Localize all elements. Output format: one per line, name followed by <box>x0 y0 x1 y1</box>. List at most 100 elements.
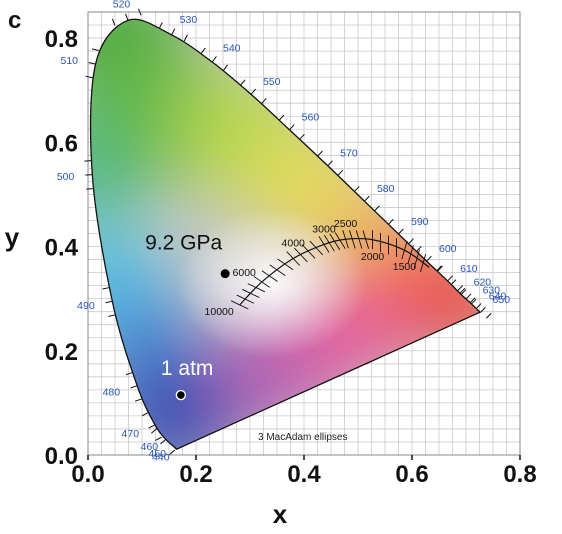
isotherm-mark <box>318 236 330 253</box>
locus-tick <box>459 287 466 294</box>
locus-tick <box>480 306 486 313</box>
x-tick-labels: 0.0 0.2 0.4 0.6 0.8 <box>71 455 537 488</box>
locus-tick <box>223 64 229 71</box>
locus-tick <box>200 47 206 54</box>
locus-tick <box>299 133 305 140</box>
wavelength-label: 470 <box>122 428 140 440</box>
y-tick-label: 0.0 <box>45 443 78 470</box>
wavelength-label: 440 <box>152 451 170 463</box>
x-axis-label: x <box>273 499 288 529</box>
locus-tick <box>108 314 116 317</box>
locus-tick <box>125 371 133 376</box>
wavelength-label: 620 <box>474 277 492 289</box>
x-tick-label: 0.0 <box>71 461 104 488</box>
y-tick-label: 0.4 <box>45 235 79 262</box>
locus-tick <box>171 28 176 36</box>
cct-label: 2500 <box>334 218 358 230</box>
locus-tick <box>470 298 477 305</box>
locus-tick <box>148 424 156 429</box>
isotherm-mark <box>323 234 335 252</box>
cct-label: 4000 <box>282 238 306 250</box>
wavelength-label: 520 <box>113 0 131 11</box>
point-label: 9.2 GPa <box>145 232 222 255</box>
locus-tick <box>151 428 157 434</box>
isotherm-mark <box>349 230 356 249</box>
wavelength-label: 450 <box>148 448 166 460</box>
isotherm-mark <box>286 251 300 266</box>
cct-label: 1500 <box>393 261 417 273</box>
locus-tick <box>134 398 142 402</box>
locus-tick <box>111 18 116 26</box>
locus-tick <box>475 303 482 309</box>
locus-tick <box>469 297 476 304</box>
wavelength-label: 630 <box>483 285 501 297</box>
locus-tick <box>437 265 443 272</box>
locus-tick <box>398 228 404 235</box>
locus-tick <box>102 287 110 290</box>
cct-label: 10000 <box>205 306 234 318</box>
locus-tick <box>317 150 323 157</box>
locus-tick <box>364 195 370 202</box>
x-tick-label: 0.6 <box>395 461 428 488</box>
locus-tick <box>457 285 463 291</box>
wavelength-label: 600 <box>439 243 457 255</box>
locus-tick <box>374 205 380 212</box>
locus-tick <box>436 265 442 272</box>
locus-tick <box>155 436 162 441</box>
wavelength-label: 580 <box>377 183 395 195</box>
locus-tick <box>158 22 163 29</box>
isotherm-mark <box>413 249 420 269</box>
locus-tick <box>160 438 167 445</box>
locus-tick <box>388 218 394 225</box>
spectral-locus-ticks <box>84 8 492 455</box>
y-tick-label: 0.8 <box>45 26 78 53</box>
y-tick-labels: 0.0 0.2 0.4 0.6 0.8 <box>45 26 79 470</box>
locus-tick <box>450 279 457 286</box>
isotherm-mark <box>401 240 408 260</box>
cct-label: 2000 <box>361 251 385 263</box>
isotherm-mark <box>301 244 316 259</box>
data-point <box>220 269 230 279</box>
isotherm-mark <box>269 264 286 277</box>
isotherm-mark <box>277 258 294 271</box>
locus-tick <box>138 8 142 16</box>
isotherm-mark <box>253 276 270 288</box>
data-point <box>175 389 187 401</box>
locus-tick <box>183 34 188 42</box>
point-label: 1 atm <box>161 357 214 380</box>
y-tick-label: 0.2 <box>45 339 78 366</box>
locus-tick <box>169 449 176 455</box>
locus-tick <box>124 13 129 21</box>
isotherm-mark <box>230 300 249 310</box>
locus-tick <box>130 385 138 389</box>
wavelength-label: 560 <box>302 112 320 124</box>
locus-tick <box>289 124 295 131</box>
locus-tick <box>240 79 246 86</box>
wavelength-label: 490 <box>77 300 95 312</box>
isotherm-mark <box>334 232 346 249</box>
locus-tick <box>278 114 285 121</box>
x-tick-label: 0.8 <box>503 461 536 488</box>
isotherm-mark <box>362 230 370 249</box>
isotherm-mark <box>407 245 414 264</box>
isotherm-mark <box>419 253 427 273</box>
wavelength-label: 650 <box>493 294 511 306</box>
x-tick-label: 0.4 <box>287 461 321 488</box>
wavelength-label: 530 <box>180 14 198 26</box>
wavelength-label: 550 <box>263 76 281 88</box>
wavelength-label: 540 <box>223 43 241 55</box>
data-points: 9.2 GPa 1 atm <box>145 232 230 401</box>
locus-tick <box>447 275 453 282</box>
isotherm-mark <box>342 230 349 249</box>
wavelength-label: 480 <box>103 387 121 399</box>
isotherm-mark <box>329 233 341 251</box>
locus-tick <box>416 246 422 252</box>
locus-tick <box>85 75 93 79</box>
locus-tick <box>141 411 149 417</box>
locus-tick <box>250 88 257 95</box>
isotherm-mark <box>236 294 255 304</box>
wavelength-label: 640 <box>489 291 507 303</box>
